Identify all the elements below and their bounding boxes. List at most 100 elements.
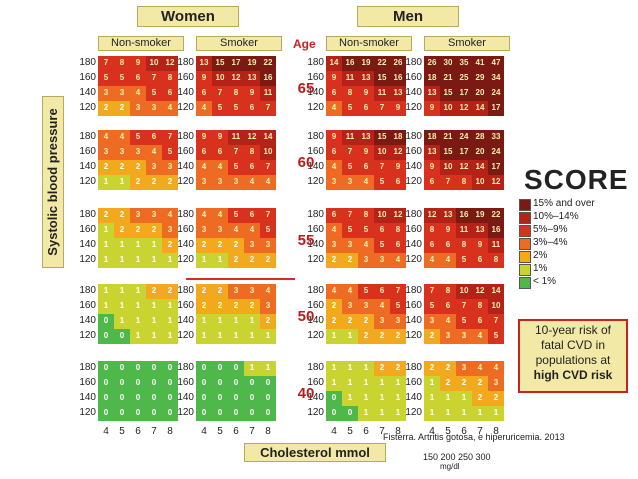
- heatmap-cell: 13: [244, 71, 260, 86]
- heatmap-cell: 4: [98, 130, 114, 145]
- y-tick-label: 120: [79, 254, 96, 265]
- heatmap-cell: 9: [390, 160, 406, 175]
- legend-swatch: [519, 199, 531, 211]
- heatmap-cell: 8: [342, 86, 358, 101]
- heatmap-cell: 4: [260, 175, 276, 190]
- heatmap-cell: 8: [472, 299, 488, 314]
- y-tick-label: 140: [405, 315, 422, 326]
- heatmap-cell: 0: [98, 361, 114, 376]
- heatmap-cell: 2: [358, 314, 374, 329]
- heatmap-cell: 5: [374, 175, 390, 190]
- heatmap-cell: 7: [228, 145, 244, 160]
- heatmap-cell: 13: [472, 223, 488, 238]
- heatmap-cell: 1: [130, 299, 146, 314]
- heatmap-cell: 1: [196, 253, 212, 268]
- heatmap-cell: 5: [342, 160, 358, 175]
- y-tick-label: 140: [405, 239, 422, 250]
- heatmap-cell: 15: [212, 56, 228, 71]
- x-tick-label: 8: [493, 426, 499, 437]
- x-tick-label: 8: [265, 426, 271, 437]
- heatmap-cell: 2: [244, 299, 260, 314]
- heatmap-cell: 9: [244, 86, 260, 101]
- heatmap-cell: 7: [456, 299, 472, 314]
- legend-text: 15% and over: [533, 198, 595, 209]
- heatmap-cell: 6: [472, 314, 488, 329]
- legend-text: 1%: [533, 263, 548, 274]
- heatmap-cell: 2: [146, 223, 162, 238]
- heatmap-cell: 22: [488, 208, 504, 223]
- heatmap-cell: 26: [424, 56, 440, 71]
- subheader-women-smoker: Smoker: [196, 36, 282, 51]
- heatmap-cell: 0: [228, 376, 244, 391]
- heatmap-cell: 3: [326, 175, 342, 190]
- heatmap-cell: 11: [342, 71, 358, 86]
- heatmap-cell: 0: [196, 376, 212, 391]
- heatmap-cell: 2: [162, 175, 178, 190]
- x-tick-label: 5: [217, 426, 223, 437]
- y-tick-label: 160: [177, 72, 194, 83]
- heatmap-cell: 1: [342, 361, 358, 376]
- y-tick-label: 180: [79, 131, 96, 142]
- heatmap-cell: 7: [374, 160, 390, 175]
- heatmap-cell: 7: [390, 284, 406, 299]
- heatmap-cell: 5: [98, 71, 114, 86]
- y-tick-label: 120: [405, 330, 422, 341]
- heatmap-cell: 1: [130, 314, 146, 329]
- heatmap-cell: 1: [358, 406, 374, 421]
- heatmap-cell: 15: [374, 71, 390, 86]
- heatmap-cell: 10: [440, 101, 456, 116]
- heatmap-cell: 3: [358, 253, 374, 268]
- age-label: 40: [297, 385, 315, 402]
- heatmap-cell: 1: [244, 329, 260, 344]
- heatmap-cell: 1: [374, 406, 390, 421]
- heatmap-cell: 1: [146, 329, 162, 344]
- y-tick-label: 120: [307, 176, 324, 187]
- y-tick-label: 140: [177, 87, 194, 98]
- heatmap-cell: 3: [228, 284, 244, 299]
- heatmap-cell: 0: [162, 361, 178, 376]
- heatmap-cell: 0: [146, 391, 162, 406]
- heatmap-cell: 3: [374, 314, 390, 329]
- y-tick-label: 120: [405, 254, 422, 265]
- heatmap-cell: 5: [146, 86, 162, 101]
- subheader-women-nonsmoker: Non-smoker: [98, 36, 184, 51]
- heatmap-cell: 1: [244, 361, 260, 376]
- heatmap-cell: 13: [358, 130, 374, 145]
- legend-item: 10%–14%: [519, 211, 629, 224]
- heatmap-cell: 2: [114, 101, 130, 116]
- heatmap-cell: 2: [440, 376, 456, 391]
- y-tick-label: 180: [177, 362, 194, 373]
- heatmap-cell: 3: [456, 361, 472, 376]
- age-label: 65: [297, 80, 315, 97]
- y-axis-label: Systolic blood pressure: [42, 96, 64, 268]
- heatmap-cell: 9: [196, 130, 212, 145]
- y-tick-label: 120: [307, 254, 324, 265]
- heatmap-cell: 8: [114, 56, 130, 71]
- heatmap-cell: 3: [98, 86, 114, 101]
- heatmap-cell: 7: [260, 101, 276, 116]
- heatmap-cell: 1: [212, 253, 228, 268]
- y-tick-label: 180: [307, 209, 324, 220]
- y-tick-label: 140: [307, 161, 324, 172]
- y-tick-label: 140: [79, 87, 96, 98]
- heatmap-cell: 11: [374, 86, 390, 101]
- heatmap-cell: 3: [130, 101, 146, 116]
- y-tick-label: 160: [177, 146, 194, 157]
- heatmap-cell: 2: [358, 329, 374, 344]
- heatmap-cell: 4: [260, 284, 276, 299]
- heatmap-cell: 2: [114, 223, 130, 238]
- heatmap-cell: 0: [342, 406, 358, 421]
- legend-text: 5%–9%: [533, 224, 568, 235]
- x-tick-label: 6: [461, 426, 467, 437]
- heatmap-cell: 24: [488, 145, 504, 160]
- heatmap-cell: 12: [162, 56, 178, 71]
- heatmap-cell: 1: [342, 329, 358, 344]
- y-tick-label: 140: [177, 161, 194, 172]
- heatmap-cell: 16: [342, 56, 358, 71]
- heatmap-cell: 3: [130, 208, 146, 223]
- heatmap-cell: 6: [424, 175, 440, 190]
- heatmap-cell: 1: [162, 314, 178, 329]
- heatmap-cell: 0: [114, 406, 130, 421]
- y-tick-label: 160: [79, 224, 96, 235]
- heatmap-cell: 1: [390, 406, 406, 421]
